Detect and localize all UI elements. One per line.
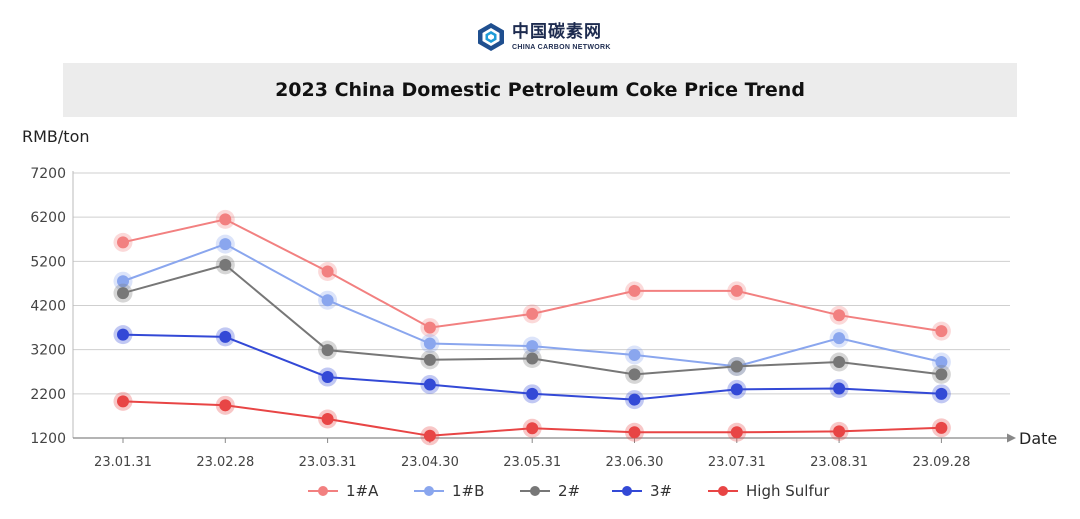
- data-point: [423, 337, 436, 350]
- data-point: [628, 284, 641, 297]
- x-tick-label: 23.03.31: [299, 455, 357, 470]
- data-point: [219, 399, 232, 412]
- x-axis-arrow-icon: [1007, 433, 1016, 443]
- data-point: [935, 421, 948, 434]
- y-tick-label: 4200: [30, 299, 66, 315]
- data-point: [628, 368, 641, 381]
- data-point: [833, 425, 846, 438]
- data-point: [423, 429, 436, 442]
- legend-item[interactable]: 3#: [612, 480, 672, 502]
- x-tick-label: 23.02.28: [196, 455, 254, 470]
- data-point: [935, 325, 948, 338]
- legend-item[interactable]: High Sulfur: [708, 480, 829, 502]
- data-point: [219, 238, 232, 251]
- data-point: [935, 368, 948, 381]
- y-tick-label: 1200: [30, 431, 66, 447]
- y-tick-label: 3200: [30, 343, 66, 359]
- data-point: [730, 360, 743, 373]
- legend-swatch-icon: [308, 486, 338, 496]
- data-point: [321, 294, 334, 307]
- legend-label: High Sulfur: [746, 482, 830, 500]
- logo-name-cn: 中国碳素网: [512, 21, 602, 42]
- x-tick-label: 23.07.31: [708, 455, 766, 470]
- data-point: [117, 395, 129, 408]
- data-point: [219, 330, 232, 343]
- chart-title-bar: 2023 China Domestic Petroleum Coke Price…: [63, 63, 1017, 117]
- data-point: [730, 426, 743, 439]
- data-point: [833, 382, 846, 395]
- legend-swatch-icon: [708, 486, 738, 496]
- x-tick-label: 23.09.28: [912, 455, 970, 470]
- y-tick-label: 5200: [30, 254, 66, 270]
- legend-label: 2#: [558, 482, 581, 500]
- legend-swatch-icon: [520, 486, 550, 496]
- chart-title: 2023 China Domestic Petroleum Coke Price…: [275, 79, 805, 101]
- data-point: [628, 348, 641, 361]
- legend-item[interactable]: 1#B: [414, 480, 484, 502]
- legend-label: 1#B: [452, 482, 485, 500]
- data-point: [628, 393, 641, 406]
- data-point: [321, 413, 334, 426]
- data-point: [423, 378, 436, 391]
- x-tick-label: 23.08.31: [810, 455, 868, 470]
- logo-mark-icon: [478, 23, 504, 51]
- data-point: [935, 356, 948, 369]
- data-point: [730, 284, 743, 297]
- data-point: [935, 387, 948, 400]
- data-point: [321, 371, 334, 384]
- data-point: [526, 422, 539, 435]
- y-tick-label: 7200: [30, 166, 66, 182]
- x-tick-label: 23.01.31: [94, 455, 152, 470]
- x-tick-label: 23.05.31: [503, 455, 561, 470]
- data-point: [526, 352, 539, 365]
- logo: 中国碳素网 CHINA CARBON NETWORK: [476, 20, 611, 54]
- y-tick-label: 6200: [30, 210, 66, 226]
- legend-item[interactable]: 2#: [520, 480, 580, 502]
- data-point: [526, 340, 539, 353]
- legend-label: 1#A: [346, 482, 379, 500]
- x-tick-label: 23.06.30: [606, 455, 664, 470]
- data-point: [833, 332, 846, 345]
- logo-name-en: CHINA CARBON NETWORK: [512, 43, 611, 51]
- legend-label: 3#: [650, 482, 673, 500]
- data-point: [219, 213, 232, 226]
- x-tick-label: 23.04.30: [401, 455, 459, 470]
- data-point: [219, 258, 232, 271]
- data-point: [117, 287, 129, 300]
- data-point: [730, 383, 743, 396]
- chart-legend: 1#A 1#B 2# 3# High Sulfur: [0, 480, 1080, 502]
- x-axis-title: Date: [1019, 429, 1057, 448]
- data-point: [526, 387, 539, 400]
- data-point: [833, 309, 846, 322]
- data-point: [117, 236, 129, 249]
- data-point: [423, 353, 436, 366]
- legend-item[interactable]: 1#A: [308, 480, 378, 502]
- data-point: [321, 344, 334, 357]
- data-point: [117, 275, 129, 288]
- data-point: [526, 307, 539, 320]
- data-point: [628, 426, 641, 439]
- y-axis-title: RMB/ton: [22, 127, 90, 146]
- y-tick-label: 2200: [30, 387, 66, 403]
- data-point: [117, 328, 129, 341]
- legend-swatch-icon: [414, 486, 444, 496]
- data-point: [321, 265, 334, 278]
- data-point: [423, 321, 436, 334]
- legend-swatch-icon: [612, 486, 642, 496]
- data-point: [833, 356, 846, 369]
